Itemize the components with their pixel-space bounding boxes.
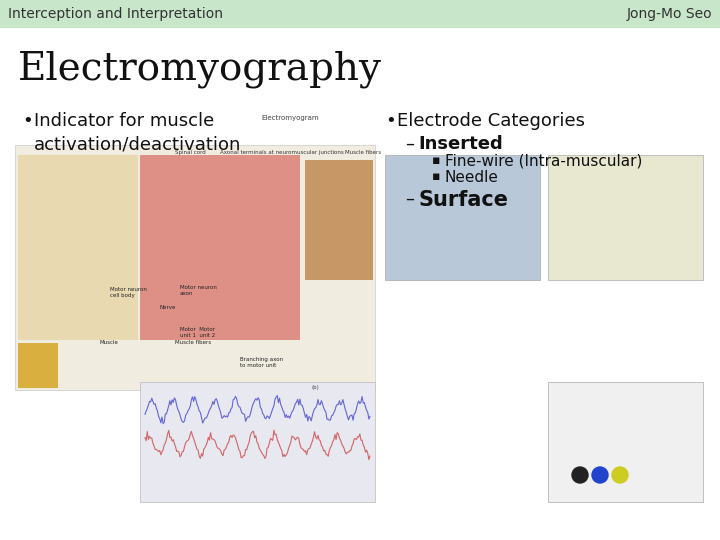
Text: Spinal cord: Spinal cord — [175, 150, 206, 155]
Circle shape — [612, 467, 628, 483]
Text: –: – — [405, 190, 414, 208]
Text: Nerve: Nerve — [160, 305, 176, 310]
Text: Jong-Mo Seo: Jong-Mo Seo — [626, 7, 712, 21]
Text: Branching axon
to motor unit: Branching axon to motor unit — [240, 357, 283, 368]
Text: Muscle fibers: Muscle fibers — [345, 150, 381, 155]
FancyBboxPatch shape — [140, 155, 300, 340]
Text: (b): (b) — [311, 385, 319, 390]
Text: Electrode Categories: Electrode Categories — [397, 112, 585, 130]
Text: Muscle: Muscle — [100, 340, 119, 345]
Text: Motor  Motor
unit 1  unit 2: Motor Motor unit 1 unit 2 — [180, 327, 215, 338]
FancyBboxPatch shape — [18, 155, 138, 340]
Text: Fine-wire (Intra-muscular): Fine-wire (Intra-muscular) — [445, 154, 642, 169]
FancyBboxPatch shape — [305, 160, 373, 280]
Text: Axonal terminals at neuromuscular junctions: Axonal terminals at neuromuscular juncti… — [220, 150, 343, 155]
Circle shape — [572, 467, 588, 483]
FancyBboxPatch shape — [18, 343, 58, 388]
Text: ▪: ▪ — [432, 170, 441, 183]
FancyBboxPatch shape — [548, 155, 703, 280]
Text: •: • — [22, 112, 32, 130]
Text: ▪: ▪ — [432, 154, 441, 167]
Text: Interception and Interpretation: Interception and Interpretation — [8, 7, 223, 21]
Text: Needle: Needle — [445, 170, 499, 185]
FancyBboxPatch shape — [548, 382, 703, 502]
FancyBboxPatch shape — [385, 155, 540, 280]
Text: Motor neuron
axon: Motor neuron axon — [180, 285, 217, 296]
FancyBboxPatch shape — [140, 382, 375, 502]
Text: –: – — [405, 135, 414, 153]
Circle shape — [592, 467, 608, 483]
Text: Muscle fibers: Muscle fibers — [175, 340, 211, 345]
Text: Motor neuron
cell body: Motor neuron cell body — [110, 287, 147, 298]
Text: •: • — [385, 112, 396, 130]
Text: Indicator for muscle
activation/deactivation: Indicator for muscle activation/deactiva… — [34, 112, 241, 153]
Text: Electromyography: Electromyography — [18, 50, 382, 87]
Text: Inserted: Inserted — [418, 135, 503, 153]
FancyBboxPatch shape — [15, 145, 375, 390]
Text: Surface: Surface — [418, 190, 508, 210]
FancyBboxPatch shape — [0, 0, 720, 28]
Text: Electromyogram: Electromyogram — [261, 115, 319, 121]
